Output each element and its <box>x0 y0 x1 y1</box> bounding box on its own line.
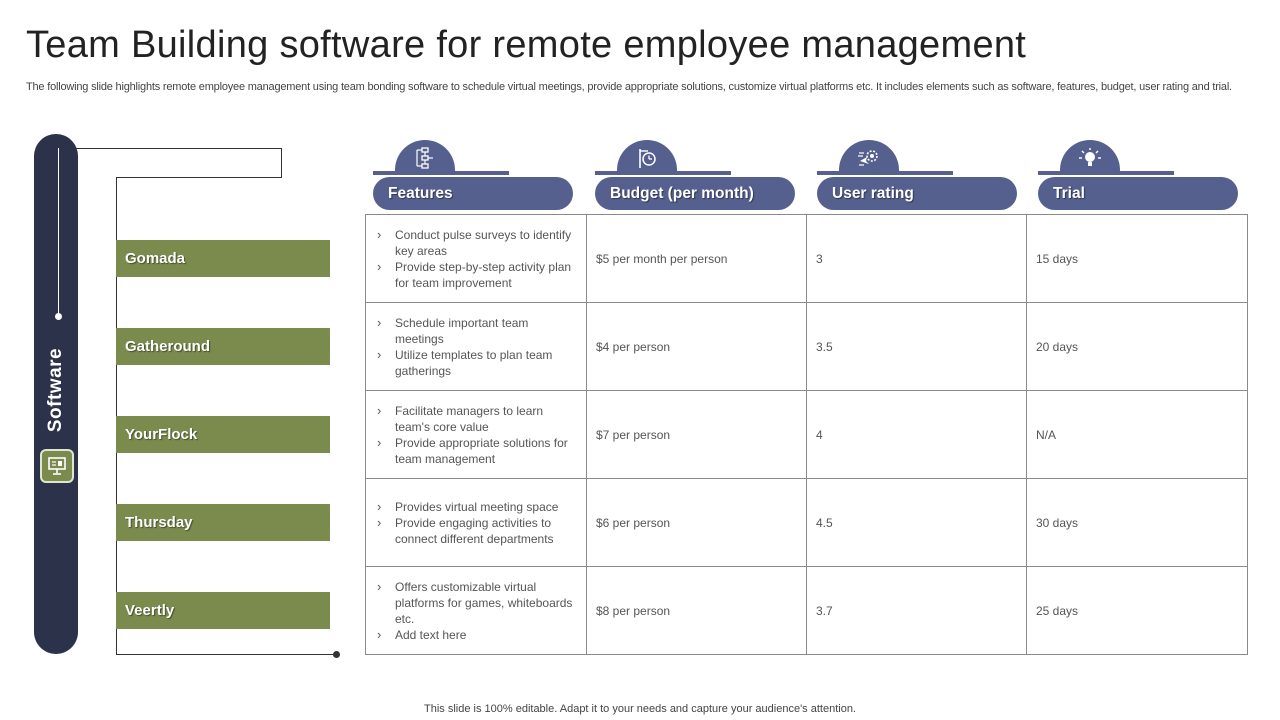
column-header-user-rating: User rating <box>817 140 1017 210</box>
lightbulb-icon <box>1060 140 1120 172</box>
feature-item: Conduct pulse surveys to identify key ar… <box>375 227 577 259</box>
header-label: Features <box>373 177 573 210</box>
sidebar-inner-line <box>58 148 59 316</box>
column-header-features: Features <box>373 140 573 210</box>
feature-item: Provides virtual meeting space <box>375 499 577 515</box>
budget-cell: $4 per person <box>586 302 807 391</box>
software-name-thursday: Thursday <box>116 504 330 541</box>
column-header-budget: Budget (per month) <box>595 140 795 210</box>
software-name-gomada: Gomada <box>116 240 330 277</box>
features-cell: Offers customizable virtual platforms fo… <box>365 566 587 655</box>
rating-cell: 4.5 <box>806 478 1027 567</box>
software-name-veertly: Veertly <box>116 592 330 629</box>
trial-cell: 15 days <box>1026 214 1248 303</box>
rating-cell: 3.7 <box>806 566 1027 655</box>
slide-title: Team Building software for remote employ… <box>26 24 1027 66</box>
budget-cell: $8 per person <box>586 566 807 655</box>
header-shelf <box>595 171 731 175</box>
features-cell: Provides virtual meeting space Provide e… <box>365 478 587 567</box>
presentation-board-icon <box>40 449 74 483</box>
connector-line <box>116 654 337 655</box>
feature-item: Utilize templates to plan team gathering… <box>375 347 577 379</box>
budget-cell: $6 per person <box>586 478 807 567</box>
header-label: Trial <box>1038 177 1238 210</box>
budget-cell: $7 per person <box>586 390 807 479</box>
sidebar-dot <box>55 313 62 320</box>
feature-item: Facilitate managers to learn team's core… <box>375 403 577 435</box>
features-cell: Schedule important team meetings Utilize… <box>365 302 587 391</box>
feature-item: Add text here <box>375 627 577 643</box>
trial-cell: 25 days <box>1026 566 1248 655</box>
table-row: Offers customizable virtual platforms fo… <box>365 566 1248 655</box>
rating-cell: 4 <box>806 390 1027 479</box>
slide-subtitle: The following slide highlights remote em… <box>26 81 1232 93</box>
feature-item: Provide step-by-step activity plan for t… <box>375 259 577 291</box>
feature-item: Provide appropriate solutions for team m… <box>375 435 577 467</box>
header-label: User rating <box>817 177 1017 210</box>
header-shelf <box>373 171 509 175</box>
software-comparison-table: Conduct pulse surveys to identify key ar… <box>365 214 1248 655</box>
software-sidebar <box>34 134 78 654</box>
signpost-clock-icon <box>617 140 677 172</box>
sidebar-label: Software <box>45 347 66 433</box>
slide-footer: This slide is 100% editable. Adapt it to… <box>424 703 856 715</box>
features-cell: Conduct pulse surveys to identify key ar… <box>365 214 587 303</box>
connector-line <box>116 177 282 178</box>
connector-line <box>58 148 282 149</box>
feature-item: Provide engaging activities to connect d… <box>375 515 577 547</box>
flowchart-icon <box>395 140 455 172</box>
feature-item: Offers customizable virtual platforms fo… <box>375 579 577 627</box>
table-row: Schedule important team meetings Utilize… <box>365 302 1248 391</box>
trial-cell: 30 days <box>1026 478 1248 567</box>
table-row: Provides virtual meeting space Provide e… <box>365 478 1248 567</box>
header-label: Budget (per month) <box>595 177 795 210</box>
cursor-gear-icon <box>839 140 899 172</box>
header-shelf <box>1038 171 1174 175</box>
header-shelf <box>817 171 953 175</box>
connector-line <box>281 148 282 177</box>
budget-cell: $5 per month per person <box>586 214 807 303</box>
features-cell: Facilitate managers to learn team's core… <box>365 390 587 479</box>
connector-dot <box>333 651 340 658</box>
table-row: Conduct pulse surveys to identify key ar… <box>365 214 1248 303</box>
feature-item: Schedule important team meetings <box>375 315 577 347</box>
software-name-yourflock: YourFlock <box>116 416 330 453</box>
table-row: Facilitate managers to learn team's core… <box>365 390 1248 479</box>
rating-cell: 3 <box>806 214 1027 303</box>
rating-cell: 3.5 <box>806 302 1027 391</box>
column-header-trial: Trial <box>1038 140 1238 210</box>
software-name-gatheround: Gatheround <box>116 328 330 365</box>
trial-cell: 20 days <box>1026 302 1248 391</box>
trial-cell: N/A <box>1026 390 1248 479</box>
